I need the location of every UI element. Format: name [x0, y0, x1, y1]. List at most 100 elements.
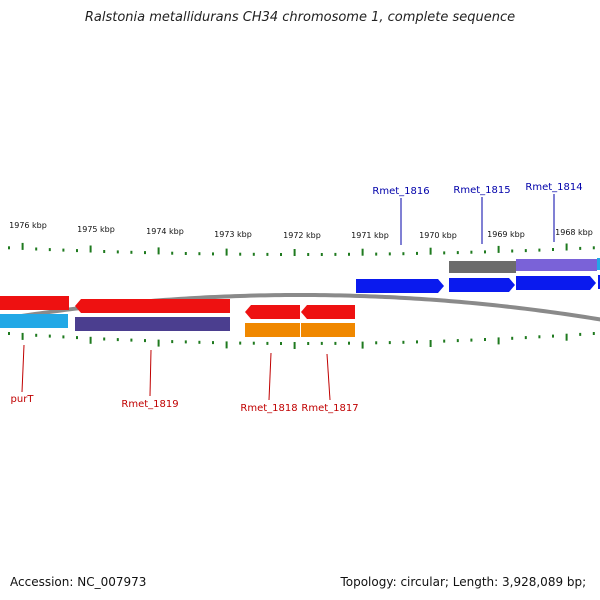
ruler-tick-top — [252, 252, 255, 256]
ruler-tick-bottom — [552, 334, 554, 338]
ruler-tick-bottom — [416, 340, 418, 344]
ruler-tick-top — [484, 250, 486, 254]
feature-bar-rmet1819 — [75, 317, 230, 331]
feature-bar-rmet1814 — [516, 259, 597, 271]
map-title: Ralstonia metallidurans CH34 chromosome … — [84, 10, 516, 25]
feature-bar-rmet1817 — [301, 323, 355, 337]
ruler-tick-top — [375, 252, 378, 256]
ruler-label: 1968 kbp — [555, 228, 593, 237]
ruler-tick-bottom — [511, 336, 514, 340]
ruler-tick-top — [470, 250, 473, 254]
ruler-tick-bottom — [116, 338, 119, 342]
ruler-tick-top — [416, 251, 418, 255]
ruler-tick-bottom — [157, 339, 160, 347]
ruler-tick-top — [171, 251, 174, 255]
ruler-tick-bottom — [538, 335, 541, 339]
ruler-tick-top — [524, 249, 527, 253]
feature-bar-rmet1818 — [245, 323, 300, 337]
ruler-tick-top — [320, 253, 323, 256]
ruler-tick-bottom — [293, 342, 296, 349]
ruler-tick-top — [388, 252, 391, 256]
feature-bar-edge — [597, 258, 600, 270]
ruler-tick-top — [62, 248, 65, 252]
length-value: 3,928,089 bp — [502, 575, 583, 589]
ruler-tick-top — [552, 248, 554, 251]
ruler-tick-top — [198, 252, 201, 256]
ruler-tick-top — [76, 249, 78, 253]
ruler-tick-bottom — [76, 336, 78, 340]
ruler-tick-bottom — [361, 341, 364, 349]
gene-arrow-edge — [598, 275, 600, 289]
ruler-tick-top — [348, 252, 350, 256]
ruler-tick-top — [443, 251, 446, 255]
ruler-tick-bottom — [456, 339, 459, 343]
ruler-tick-bottom — [375, 341, 378, 345]
ruler-tick-bottom — [579, 332, 582, 336]
ruler-tick-top — [116, 250, 119, 254]
topology-value: circular — [400, 575, 445, 589]
ruler-tick-bottom — [239, 341, 242, 345]
topology-label: Topology: — [340, 575, 397, 589]
ruler-tick-bottom — [497, 337, 500, 345]
ruler-tick-top — [130, 250, 133, 254]
leader-line — [149, 349, 152, 397]
ruler-label: 1976 kbp — [9, 221, 47, 230]
accession-value: NC_007973 — [77, 575, 147, 589]
gene-arrow-rmet1816 — [356, 279, 444, 293]
accession-label: Accession: — [10, 575, 74, 589]
ruler-tick-top — [280, 253, 282, 256]
ruler-tick-bottom — [89, 336, 92, 344]
ruler-label: 1974 kbp — [146, 227, 184, 236]
ruler-tick-bottom — [565, 333, 568, 341]
ruler-tick-top — [8, 246, 10, 250]
ruler-tick-bottom — [62, 335, 65, 339]
ruler-tick-top — [538, 248, 541, 252]
ruler-tick-bottom — [320, 341, 323, 345]
summary-line: Topology: circular; Length: 3,928,089 bp… — [340, 575, 590, 589]
gene-label: Rmet_1819 — [121, 399, 178, 410]
ruler-tick-top — [334, 252, 337, 256]
ruler-tick-bottom — [402, 340, 405, 344]
ruler-tick-top — [21, 242, 24, 250]
gene-arrow-rmet1814 — [516, 276, 596, 290]
ruler-tick-top — [565, 243, 568, 251]
ruler-tick-top — [212, 252, 214, 256]
leader-line — [268, 352, 272, 401]
ruler-label: 1975 kbp — [77, 225, 115, 234]
ruler-tick-top — [307, 253, 310, 256]
ruler-tick-top — [239, 252, 242, 256]
ruler-tick-bottom — [429, 340, 432, 347]
ruler-tick-top — [456, 251, 459, 255]
ruler-tick-bottom — [8, 332, 10, 335]
ruler-tick-top — [157, 247, 160, 255]
gene-arrow-rmet1819 — [75, 299, 230, 313]
ruler-tick-top — [511, 249, 514, 253]
ruler-tick-top — [266, 252, 269, 256]
ruler-tick-bottom — [198, 340, 201, 344]
gene-label: Rmet_1818 — [240, 403, 297, 414]
ruler-tick-bottom — [252, 341, 255, 345]
gene-arrow-rmet1818 — [245, 305, 300, 319]
ruler-tick-bottom — [130, 338, 133, 342]
accession-line: Accession: NC_007973 — [10, 575, 146, 589]
feature-bar-rmet1815 — [449, 261, 516, 273]
ruler-tick-top — [592, 246, 595, 250]
ruler-tick-top — [579, 246, 582, 250]
ruler-tick-top — [35, 247, 38, 251]
leader-line — [21, 344, 25, 393]
ruler-tick-top — [103, 250, 106, 253]
gene-label: Rmet_1817 — [301, 403, 358, 414]
ruler-tick-bottom — [307, 342, 310, 345]
ruler-tick-bottom — [35, 333, 38, 337]
ruler-tick-top — [89, 245, 92, 253]
ruler-tick-top — [48, 248, 51, 252]
gene-label: Rmet_1814 — [525, 182, 582, 193]
ruler-tick-top — [497, 245, 500, 253]
ruler-label: 1971 kbp — [351, 231, 389, 240]
ruler-tick-bottom — [266, 341, 269, 345]
ruler-tick-top — [184, 252, 187, 255]
ruler-tick-top — [225, 248, 228, 256]
gene-arrow-rmet1817 — [301, 305, 355, 319]
ruler-label: 1969 kbp — [487, 230, 525, 239]
